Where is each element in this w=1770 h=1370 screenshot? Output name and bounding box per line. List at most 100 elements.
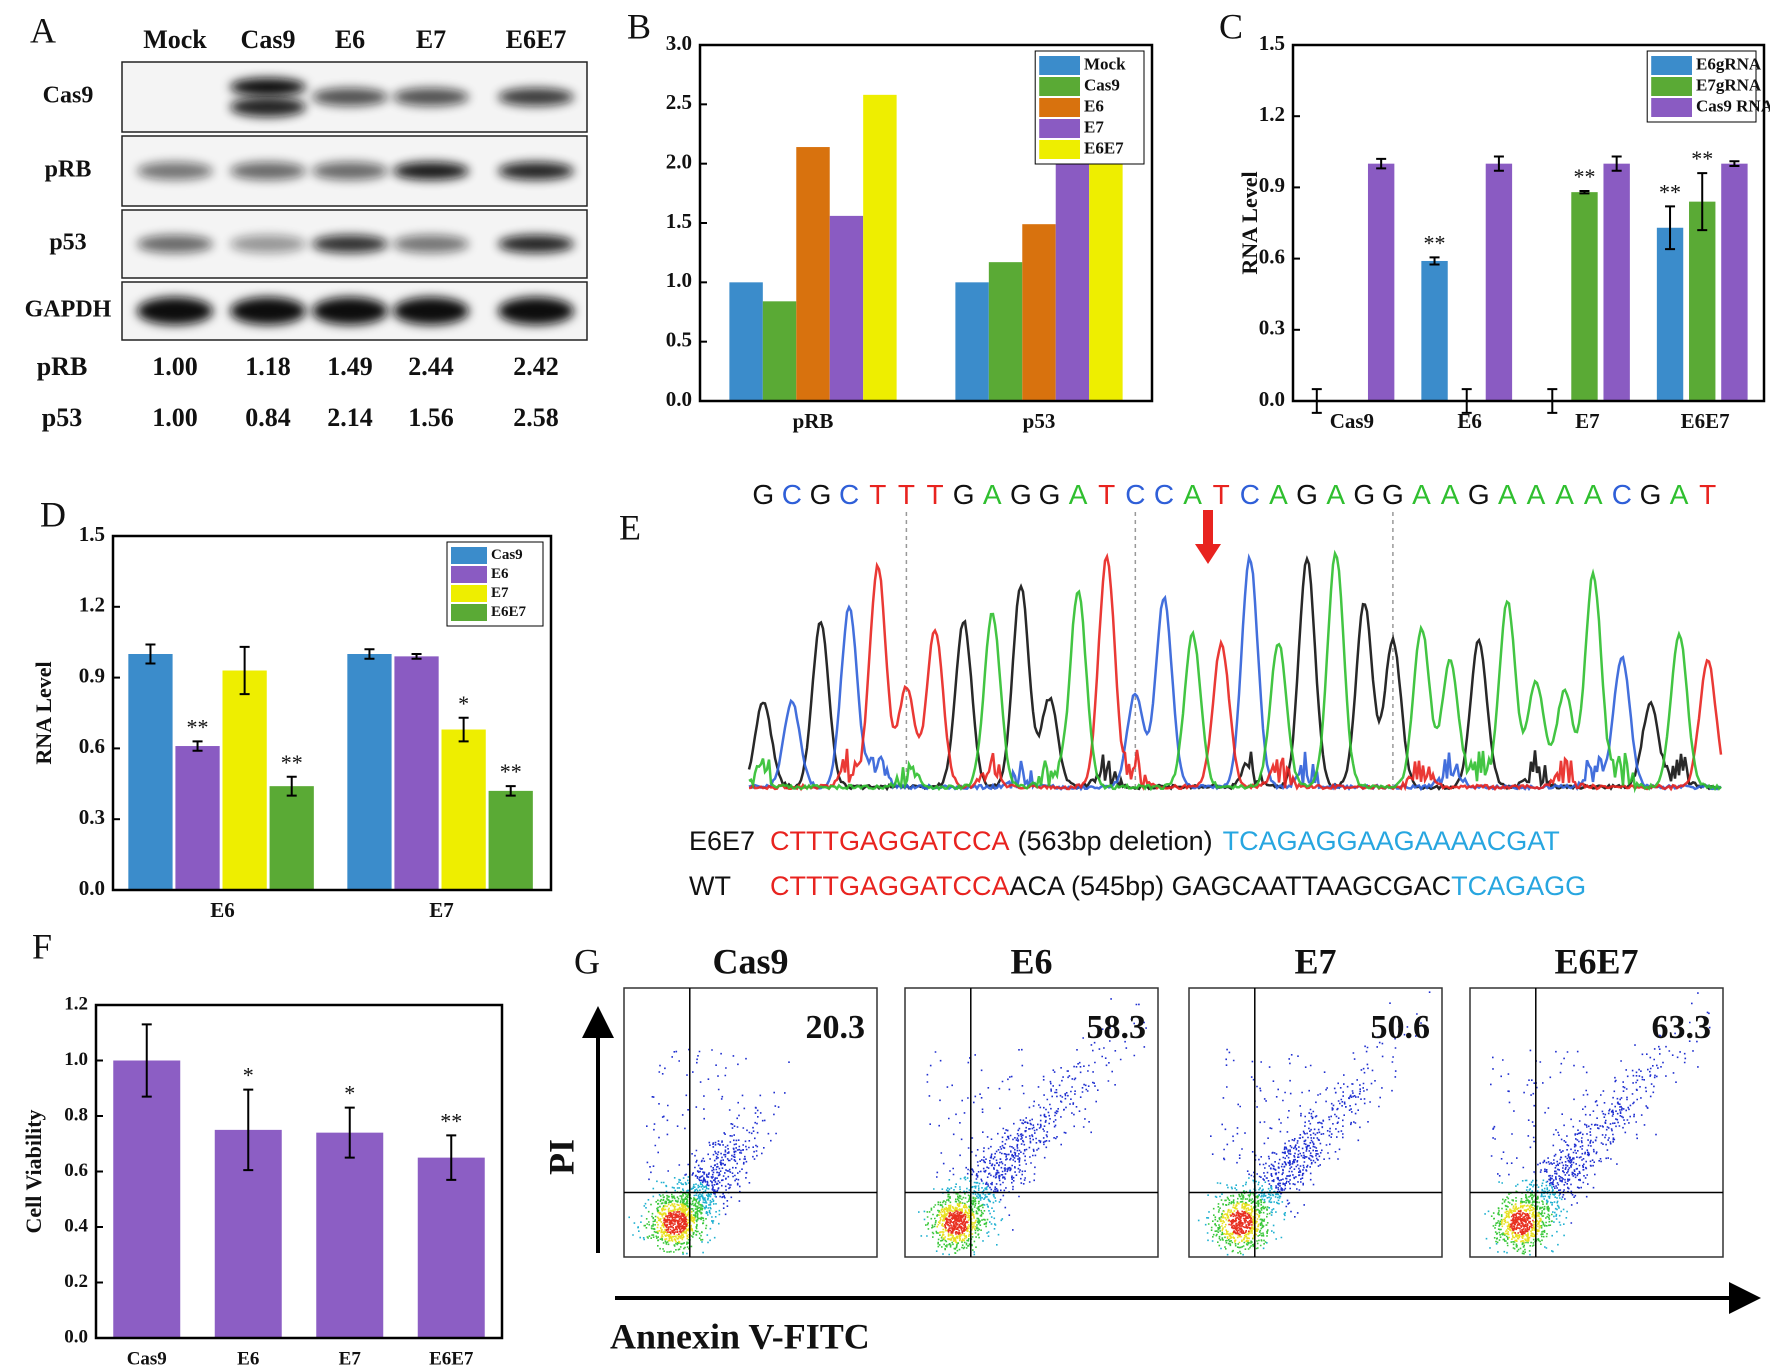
y-tick-label: 0.8 [64,1104,88,1125]
legend-swatch [1039,98,1080,117]
significance: ** [187,714,209,739]
error-bar [286,775,297,797]
x-axis-label: Annexin V-FITC [610,1316,870,1356]
chromatogram-trace [748,552,1723,792]
x-tick-label: E6 [1457,409,1482,433]
alignment-segment: ACA (545bp) GAGCAATTAAGCGAC [1010,871,1452,901]
flow-dots [1228,1210,1253,1236]
legend-swatch [1651,56,1692,75]
significance: ** [500,759,522,784]
legend-label: E6gRNA [1696,54,1762,73]
panel-label: E [619,507,641,547]
row-label: p53 [49,230,86,256]
error-bar [1665,205,1676,251]
bar [222,670,267,890]
bar [1721,163,1748,401]
error-bar [1697,172,1708,232]
band [393,88,469,106]
bar [113,1060,181,1338]
error-bar [239,645,250,696]
significance: ** [1573,164,1595,189]
quant-value: 0.84 [245,403,291,432]
band [498,162,574,180]
significance: * [458,691,469,716]
flow-dots [1219,1202,1260,1244]
flow-dots [944,1210,969,1235]
legend-label: E7gRNA [1696,75,1762,94]
y-tick-label: 1.2 [1259,102,1285,126]
bar [1603,163,1630,401]
legend-label: Cas9 RNA [1696,96,1770,115]
plot-frame [1291,43,1766,403]
significance: ** [440,1108,462,1133]
legend-label: Cas9 [491,547,523,563]
error-bar [141,1023,152,1098]
x-tick-label: E7 [339,1348,362,1369]
significance: * [243,1063,254,1088]
band [312,235,388,253]
flow-dots [936,1202,977,1244]
y-tick-label: 1.5 [79,522,105,546]
band [230,78,306,96]
y-tick-label: 0.9 [79,663,105,687]
y-tick-label: 0.0 [666,387,692,411]
y-tick-label: 2.5 [666,90,692,114]
y-tick-label: 2.0 [666,149,692,173]
significance: ** [1424,230,1446,255]
bar [762,301,797,401]
flow-dots [643,1191,708,1254]
alignment-segment: CTTTGAGGATCCA [770,871,1010,901]
y-axis-label: PI [541,1139,581,1175]
sample-title: Cas9 [712,941,788,981]
alignment-segment: TCAGAGG [1451,871,1586,901]
band [230,297,306,325]
error-bar [364,648,375,660]
band [393,235,469,253]
apoptosis-value: 63.3 [1652,1009,1712,1046]
chromatogram-trace [748,549,1722,794]
alignment-label: WT [689,871,731,901]
legend-swatch [1039,119,1080,138]
legend-swatch [1039,77,1080,96]
error-bar [505,785,516,797]
flow-dots [646,1048,790,1216]
error-bar [344,1106,355,1159]
cut-arrow [1195,510,1221,564]
bar [1367,163,1395,401]
flow-dots [1490,1190,1553,1255]
error-bar [458,716,469,743]
bar [488,790,533,890]
flow-box [623,987,878,1258]
error-bar [145,643,156,665]
apoptosis-value: 58.3 [1087,1009,1147,1046]
y-tick-label: 0.6 [64,1160,88,1181]
bar [829,215,864,401]
y-axis-label: RNA Level [31,661,56,764]
legend-label: E6E7 [1084,138,1124,157]
y-tick-label: 0.6 [79,734,105,758]
quant-value: 1.49 [327,352,373,381]
bar [394,656,439,890]
bar [441,729,486,890]
y-tick-label: 1.0 [64,1049,88,1070]
band [137,162,213,180]
band [230,162,306,180]
legend-label: E7 [491,585,509,601]
y-tick-label: 0.6 [1259,244,1285,268]
quant-value: 1.18 [245,352,291,381]
y-tick-label: 0.9 [1259,173,1285,197]
band [137,297,213,325]
band [498,297,574,325]
legend-swatch [451,604,487,621]
lane-label: Mock [143,25,207,54]
bar [729,282,763,401]
bar [128,654,173,890]
legend-label: E6E7 [491,604,527,620]
y-tick-label: 0.3 [79,805,105,829]
alignment-segment: TCAGAGGAAGAAAACGAT [1223,826,1560,856]
bar [1689,201,1716,401]
significance: * [344,1081,355,1106]
band [393,162,469,180]
y-tick-label: 0.0 [79,876,105,900]
legend-swatch [451,547,487,564]
